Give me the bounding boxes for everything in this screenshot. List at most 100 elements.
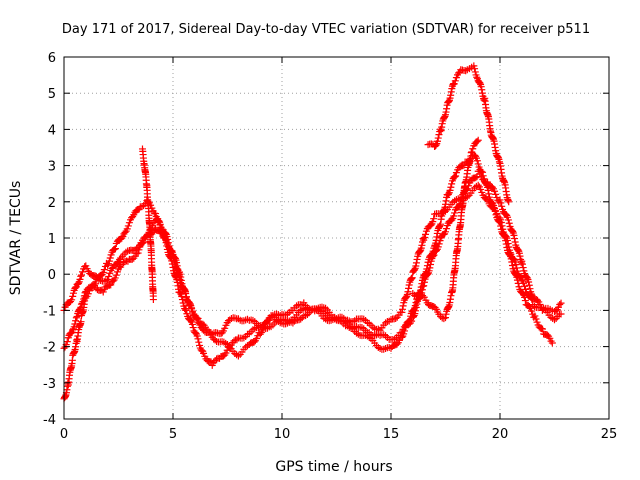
data-point	[523, 274, 531, 282]
data-point	[417, 283, 425, 291]
data-point	[450, 80, 458, 88]
x-tick-label: 0	[60, 427, 68, 442]
data-point	[469, 145, 477, 153]
data-point	[412, 298, 420, 306]
data-point	[419, 292, 427, 300]
series-track-4-evening-peak	[424, 62, 513, 206]
data-point	[508, 258, 516, 266]
data-point	[557, 310, 565, 318]
grid-lines	[64, 57, 609, 419]
data-point	[432, 141, 440, 149]
data-point	[168, 260, 176, 268]
data-point	[69, 326, 77, 334]
data-point	[398, 308, 406, 316]
data-point	[421, 234, 429, 242]
data-point	[63, 338, 71, 346]
data-point	[491, 207, 499, 215]
axis-ticks: 0 5 10 15 20 25 -4 -3 -2 -1 0 1 2 3 4 5 6	[43, 51, 617, 442]
data-point	[424, 258, 432, 266]
data-point	[468, 148, 476, 156]
x-tick-label: 15	[383, 427, 400, 442]
data-point	[407, 275, 415, 283]
data-point	[423, 265, 431, 273]
data-point	[472, 174, 480, 182]
data-point	[502, 237, 510, 245]
data-point	[84, 290, 92, 298]
data-point	[513, 276, 521, 284]
series-track-3	[60, 151, 556, 403]
data-point	[112, 271, 120, 279]
series-track-5	[409, 136, 482, 323]
data-point	[429, 218, 437, 226]
data-point	[519, 264, 527, 272]
data-point	[412, 259, 420, 267]
data-point	[496, 219, 504, 227]
data-point	[513, 264, 521, 272]
data-point	[405, 284, 413, 292]
data-point	[188, 320, 196, 328]
data-point	[139, 239, 147, 247]
data-point	[471, 65, 479, 73]
data-point	[187, 317, 195, 325]
data-point	[430, 215, 438, 223]
data-point	[482, 180, 490, 188]
data-point	[249, 316, 257, 324]
data-point	[399, 305, 407, 313]
data-point	[518, 260, 526, 268]
data-point	[266, 316, 274, 324]
data-point	[450, 212, 458, 220]
data-point	[498, 202, 506, 210]
data-point	[71, 284, 79, 292]
data-point	[551, 316, 558, 324]
x-tick-label: 5	[169, 427, 177, 442]
data-point	[496, 196, 504, 204]
data-point	[532, 315, 540, 323]
data-point	[434, 134, 442, 142]
data-point	[556, 301, 564, 309]
data-point	[77, 271, 85, 279]
data-point	[531, 312, 539, 320]
x-axis-label: GPS time / hours	[275, 459, 392, 475]
data-point	[428, 251, 436, 259]
data-point	[495, 217, 503, 225]
data-point	[423, 262, 431, 270]
data-point	[452, 172, 460, 180]
data-point	[442, 225, 450, 233]
data-point	[140, 238, 148, 246]
data-point	[422, 230, 430, 238]
data-point	[447, 183, 455, 191]
data-point	[113, 268, 121, 276]
data-point	[415, 248, 423, 256]
data-point	[176, 289, 184, 297]
data-point	[528, 307, 536, 315]
data-point	[72, 317, 80, 325]
data-point	[521, 297, 529, 305]
data-point	[406, 317, 414, 325]
data-point	[404, 288, 412, 296]
data-point	[497, 222, 505, 230]
data-point	[200, 349, 208, 357]
data-point	[399, 302, 407, 310]
x-tick-label: 25	[601, 427, 618, 442]
data-point	[485, 190, 493, 198]
data-point	[400, 330, 408, 338]
data-point	[401, 327, 409, 335]
data-point	[197, 346, 205, 354]
data-point	[534, 296, 542, 304]
data-point	[104, 275, 112, 283]
data-point	[448, 180, 456, 188]
data-point	[194, 314, 202, 322]
x-tick-label: 10	[274, 427, 291, 442]
data-point	[462, 67, 470, 75]
data-point	[76, 275, 84, 283]
data-point	[418, 241, 426, 249]
data-point	[514, 246, 522, 254]
data-point	[427, 221, 435, 229]
y-tick-label: 2	[48, 196, 56, 211]
data-point	[473, 138, 481, 146]
data-point	[450, 173, 458, 181]
series-track-6-early-spike	[138, 145, 157, 304]
data-point	[473, 73, 481, 81]
data-point	[173, 265, 181, 273]
